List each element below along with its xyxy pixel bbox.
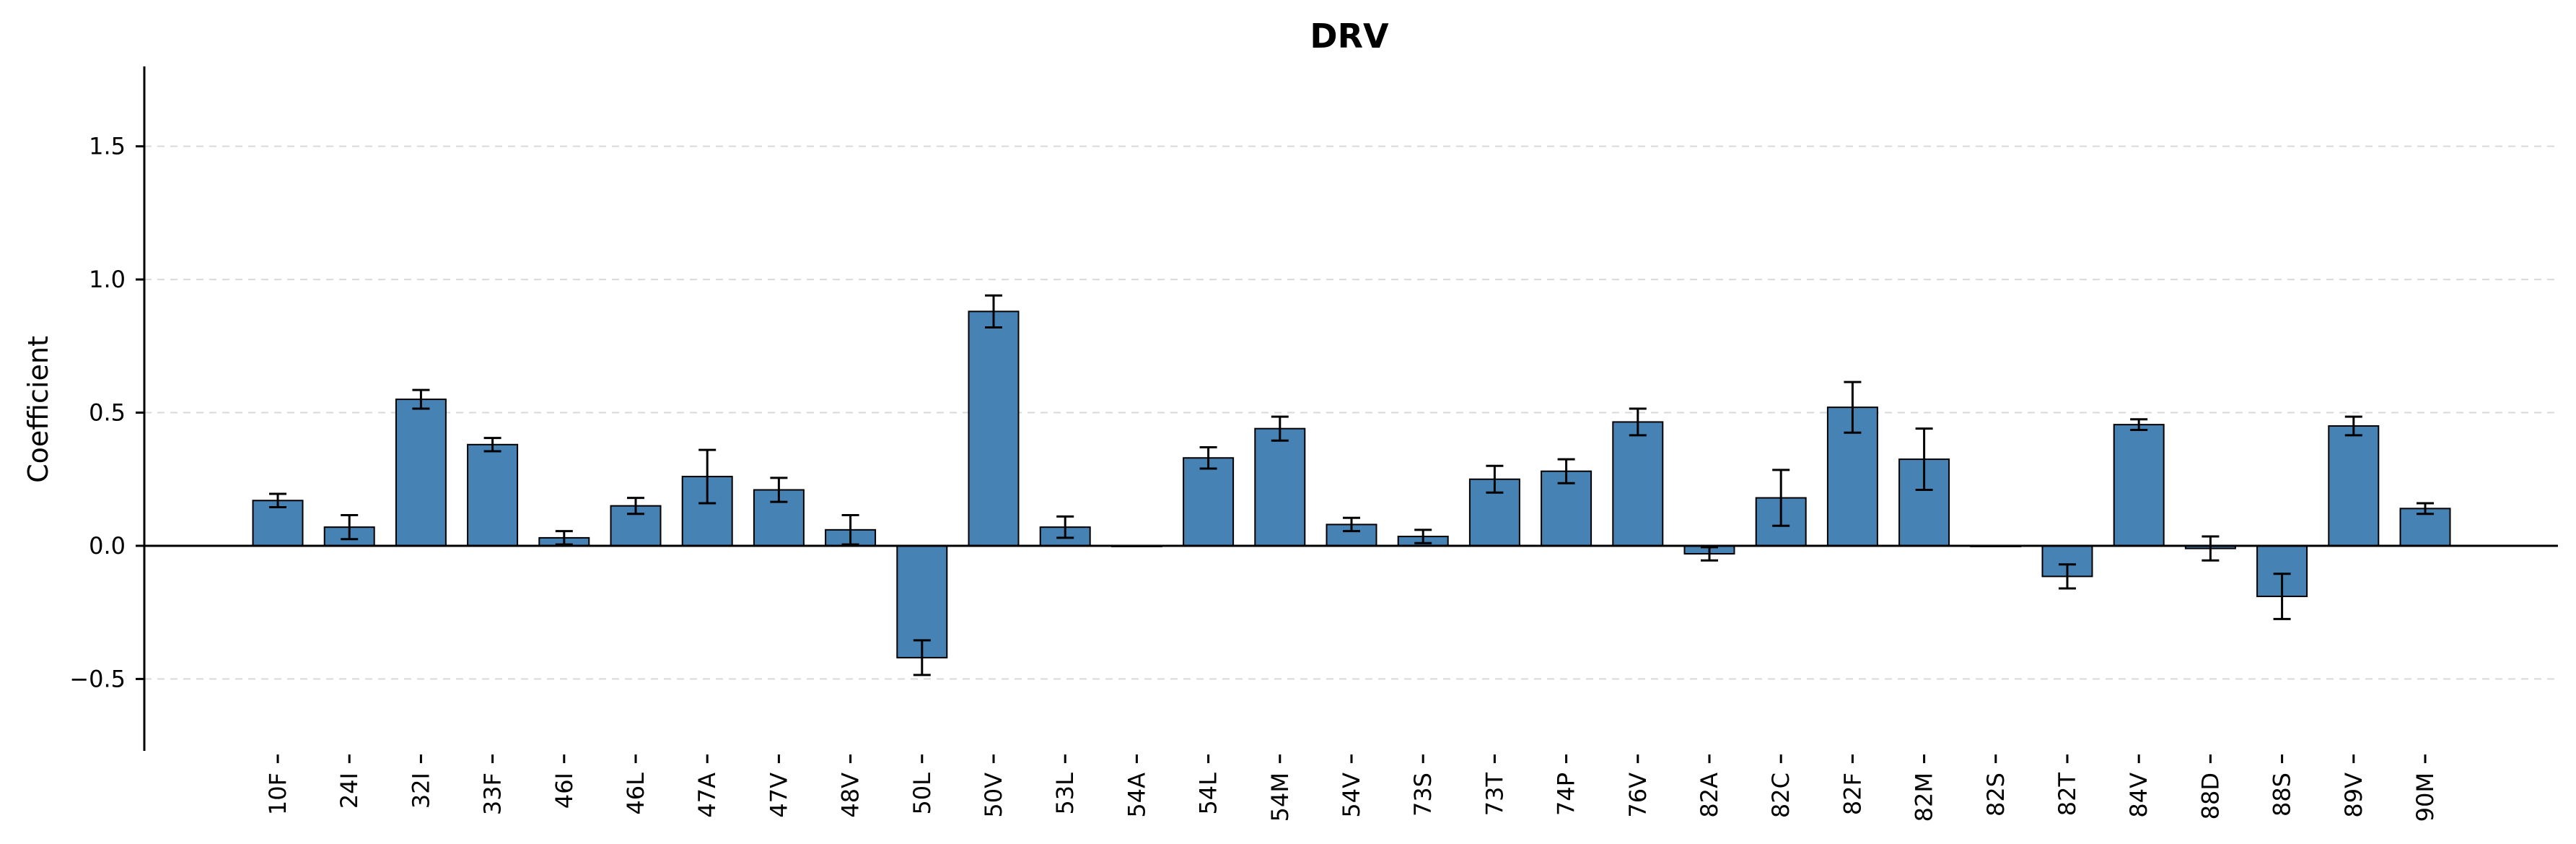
x-tick-label: 82T [2054,773,2081,817]
y-tick-label: 1.5 [89,133,126,160]
x-tick-label: 50L [908,773,936,815]
y-tick-label: 1.0 [89,266,126,293]
x-tick-label: 74P [1553,773,1580,816]
bars [252,310,2451,658]
x-tick-label: 88S [2269,773,2296,817]
x-tick-label: 50V [980,773,1007,818]
x-tick-label: 82M [1911,773,1938,822]
x-tick-label: 10F [264,773,292,815]
x-tick-label: 73S [1409,773,1437,817]
x-tick-label: 84V [2125,773,2152,818]
x-tick-label: 90M [2411,773,2439,822]
x-tick-label: 46I [551,773,578,809]
x-tick-label: 24I [336,773,363,809]
x-tick-label: 47A [693,773,721,818]
y-axis-ticks: −0.5 0.0 0.5 1.0 1.5 [69,133,144,692]
y-axis-label: Coefficient [22,336,54,483]
x-tick-label: 54L [1195,773,1222,815]
x-tick-label: 54A [1123,773,1150,818]
x-tick-label: 73T [1481,773,1508,817]
y-tick-label: 0.0 [89,532,126,560]
x-tick-label: 76V [1624,773,1652,818]
error-bars [269,294,2434,676]
x-tick-label: 54M [1266,773,1294,822]
y-tick-label: 0.5 [89,399,126,427]
gridlines [144,145,2558,680]
chart-title: DRV [1310,17,1389,56]
x-tick-label: 32I [407,773,434,809]
x-tick-label: 48V [837,773,864,818]
x-tick-label: 82F [1839,773,1866,815]
bar [1254,427,1306,547]
bar [1612,421,1664,547]
x-tick-label: 53L [1051,773,1079,815]
x-tick-label: 89V [2340,773,2367,818]
x-tick-label: 54V [1338,773,1365,818]
x-tick-label: 46L [622,773,649,815]
bar [467,443,519,547]
bar [968,310,1020,547]
bar [395,399,447,547]
x-tick-label: 47V [765,773,792,818]
y-tick-label: −0.5 [69,665,126,692]
x-tick-label: 82C [1767,773,1795,818]
x-tick-label: 82S [1982,773,2010,817]
x-axis-ticks: 10F 24I 32I 33F 46I 46L 47A 47V 48V 50L 50V 53L 54A 5… [264,754,2439,822]
bar [1183,457,1235,547]
bar [2113,424,2165,547]
x-tick-label: 33F [479,773,507,815]
x-tick-label: 88D [2196,773,2224,819]
bar [2328,425,2380,547]
x-tick-label: 82A [1696,773,1723,818]
